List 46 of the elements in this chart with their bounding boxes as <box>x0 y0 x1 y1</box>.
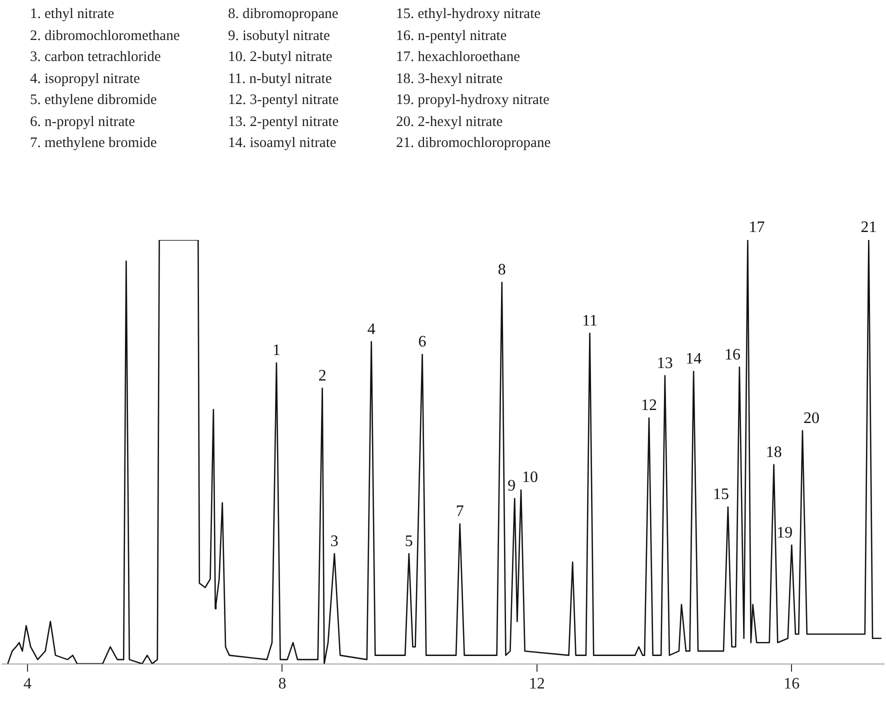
annotation: 2 <box>318 368 326 385</box>
text: 1. ethyl nitrate <box>30 5 116 24</box>
annotation: 5 <box>404 532 413 550</box>
text: 9. isobutyl nitrate <box>228 26 331 46</box>
text: 13. 2-pentyl nitrate <box>228 112 340 132</box>
annotation: 21 <box>860 219 877 236</box>
text: 21. dibromochloropropane <box>396 134 552 153</box>
annotation: 6 <box>418 334 426 351</box>
annotation: 10 <box>522 469 538 486</box>
text: 19. propyl-hydroxy nitrate <box>396 91 550 110</box>
text: 2. dibromochloromethane <box>30 26 181 46</box>
annotation: 13 <box>656 354 673 372</box>
annotation: 14 <box>686 350 702 368</box>
annotation: 16 <box>724 346 740 364</box>
annotation: 19 <box>776 524 793 542</box>
text: 17. hexachloroethane <box>396 48 522 67</box>
annotation: 7 <box>456 503 464 520</box>
annotation: 1 <box>272 342 280 360</box>
x-tick-label: 12 <box>528 676 545 693</box>
annotation: 4 <box>367 320 376 338</box>
text: 6. n-propyl nitrate <box>30 112 136 132</box>
x-tick-label: 16 <box>784 676 800 693</box>
annotation: 15 <box>712 486 729 504</box>
text: 11. n-butyl nitrate <box>228 70 333 88</box>
text: 15. ethyl-hydroxy nitrate <box>396 5 542 24</box>
text: 10. 2-butyl nitrate <box>228 48 334 67</box>
text: 5. ethylene dibromide <box>30 91 158 110</box>
annotation: 18 <box>766 444 782 461</box>
text: 18. 3-hexyl nitrate <box>396 70 504 88</box>
text: 7. methylene bromide <box>30 134 158 153</box>
annotation: 8 <box>498 262 506 279</box>
text: 14. isoamyl nitrate <box>228 134 338 153</box>
text: 12. 3-pentyl nitrate <box>228 91 340 110</box>
annotation: 12 <box>641 397 658 414</box>
x-tick-label: 4 <box>23 676 32 693</box>
annotation: 17 <box>748 219 765 236</box>
annotation: 11 <box>582 312 598 330</box>
text: 4. isopropyl nitrate <box>30 70 141 88</box>
text: 20. 2-hexyl nitrate <box>396 112 504 132</box>
text: 16. n-pentyl nitrate <box>396 26 508 46</box>
text: 3. carbon tetrachloride <box>30 48 162 67</box>
annotation: 3 <box>330 532 338 550</box>
x-tick-label: 8 <box>278 676 286 693</box>
annotation: 9 <box>508 478 516 495</box>
annotation: 20 <box>803 410 820 427</box>
text: 8. dibromopropane <box>228 5 340 24</box>
